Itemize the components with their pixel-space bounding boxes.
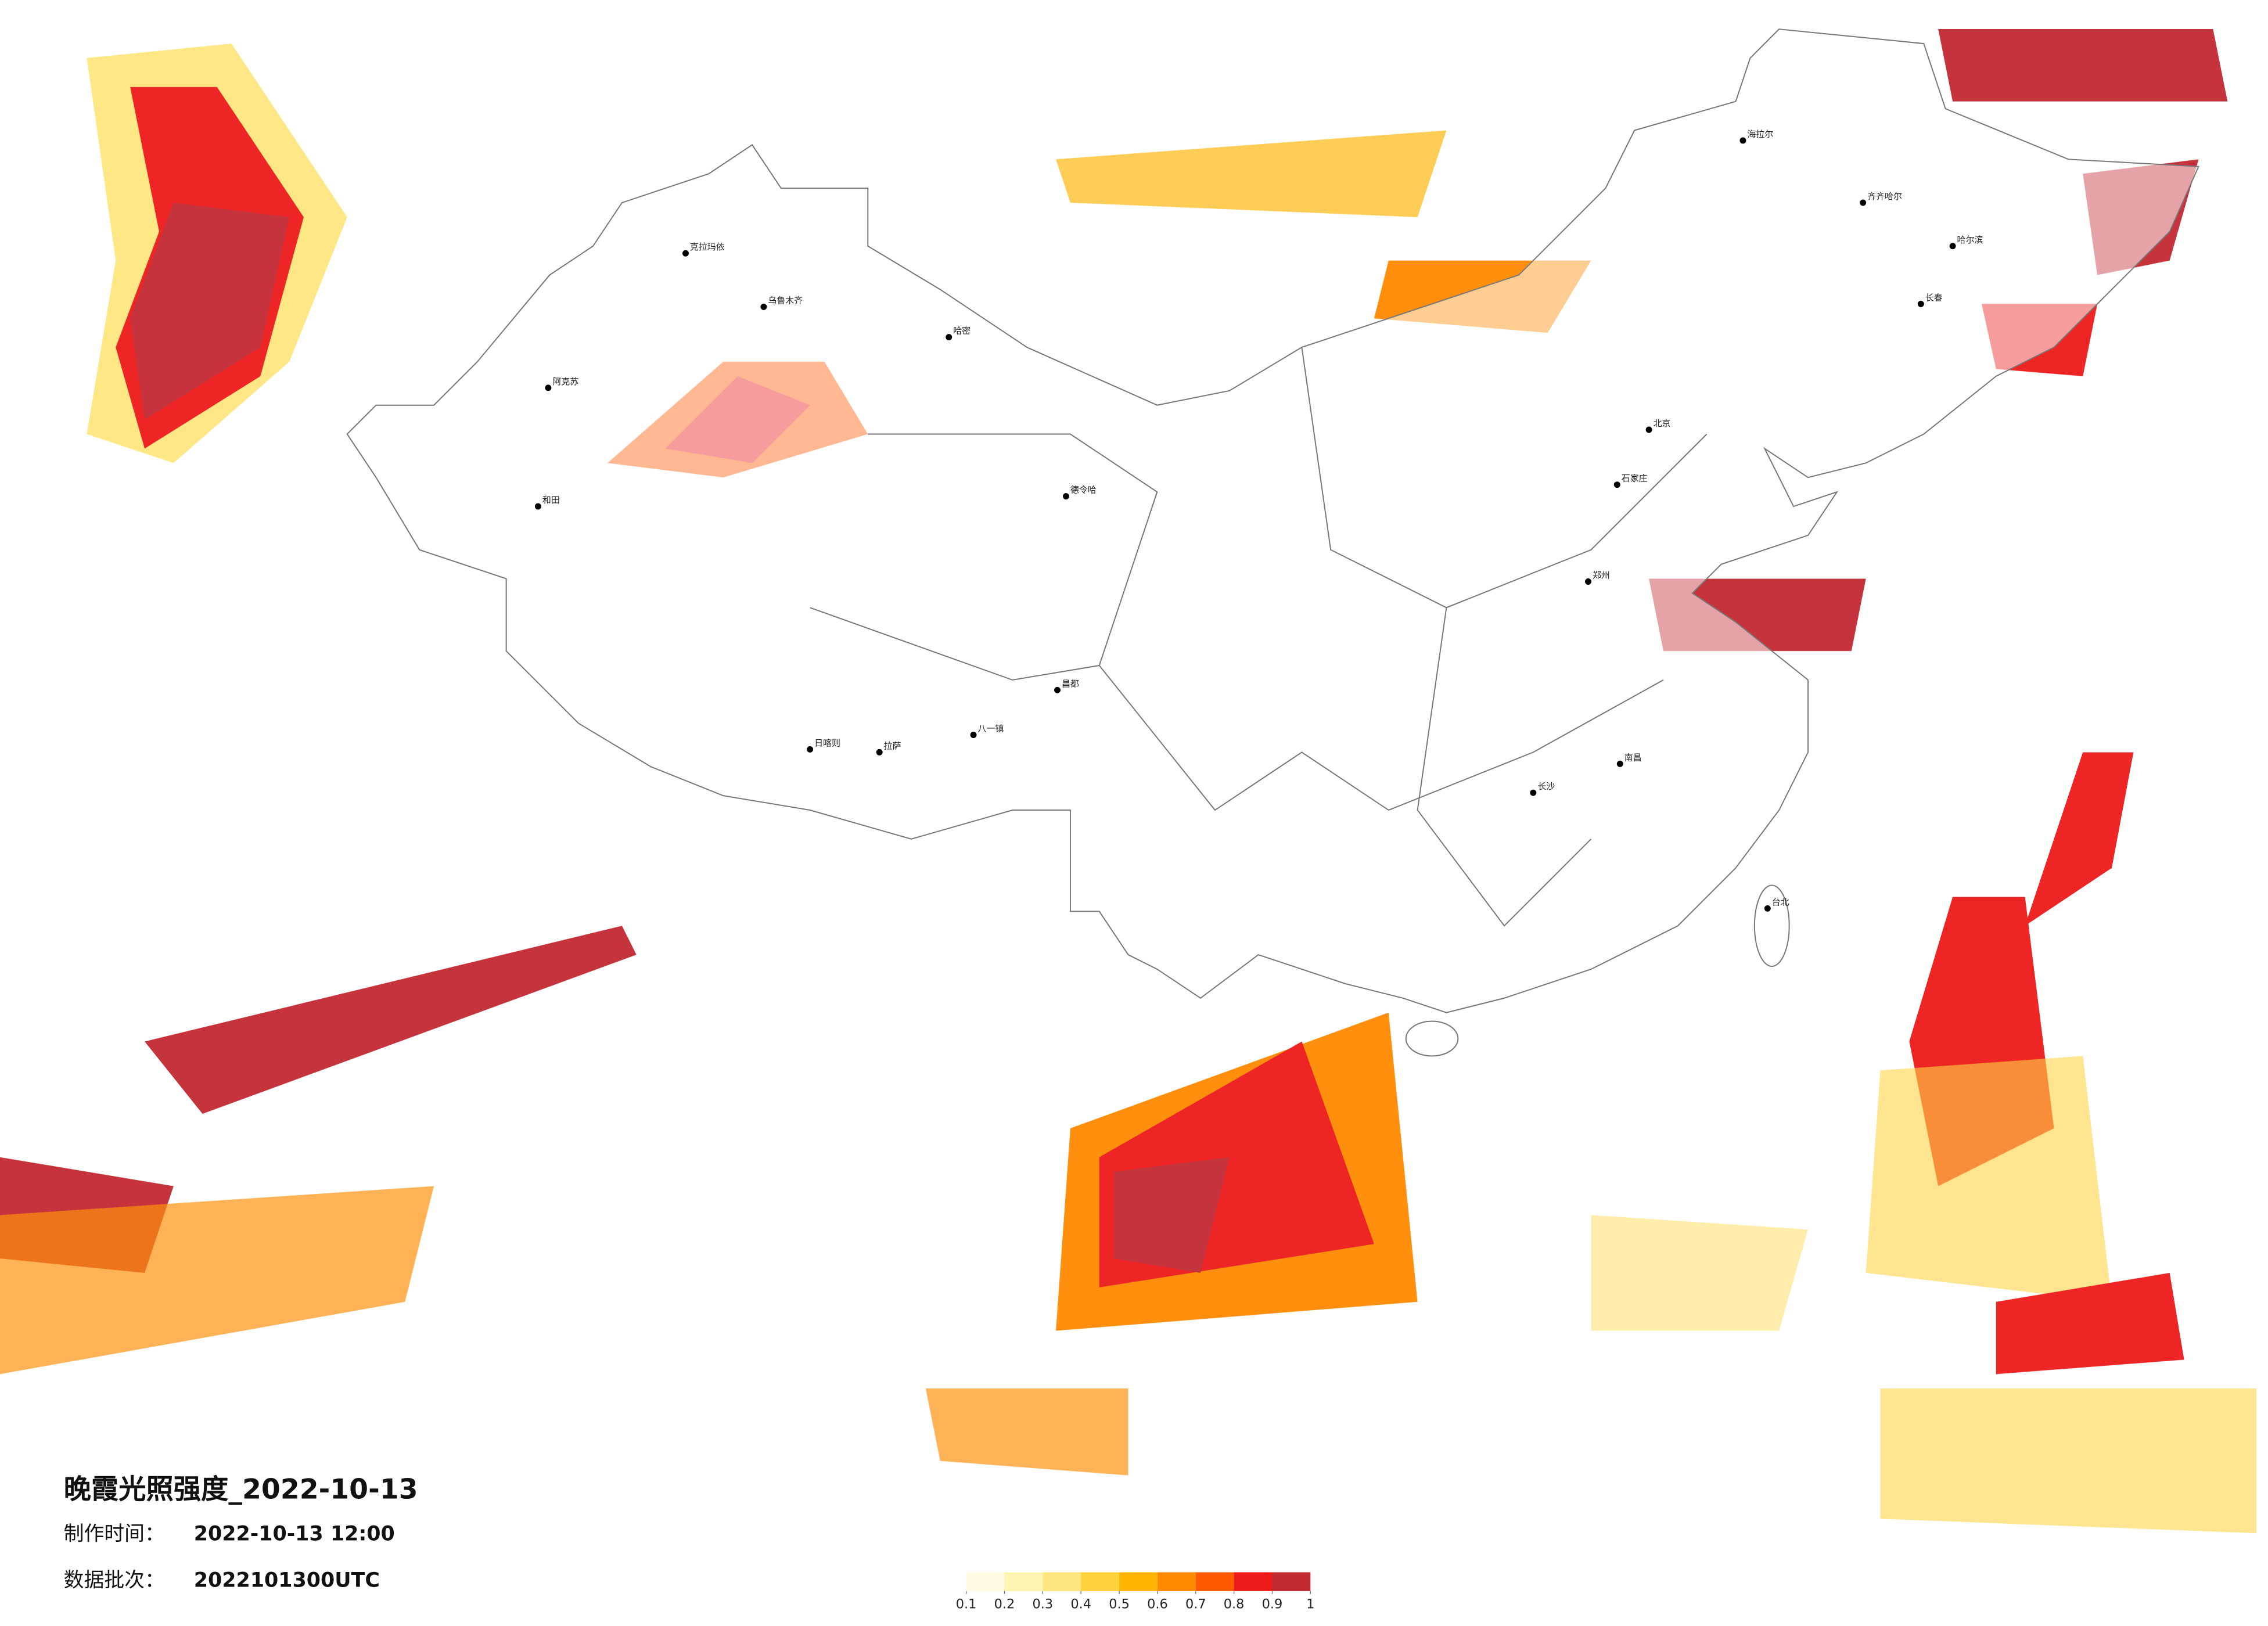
city-dot: [1949, 243, 1956, 250]
city-label: 乌鲁木齐: [768, 295, 803, 305]
city-label: 郑州: [1593, 570, 1610, 581]
city-label: 台北: [1772, 897, 1789, 907]
colorbar-bin: [1043, 1572, 1081, 1591]
colorbar-tick-label: 0.4: [1070, 1597, 1091, 1612]
city-label: 拉萨: [884, 740, 901, 751]
colorbar-tick-label: 0.2: [994, 1597, 1015, 1612]
city-dot: [1613, 481, 1620, 488]
city-label: 克拉玛依: [690, 242, 725, 252]
city-label: 海拉尔: [1747, 129, 1773, 139]
made-time-label: 制作时间：: [64, 1523, 165, 1546]
city-dot: [760, 303, 767, 310]
city-dot: [970, 732, 977, 738]
city-dot: [1616, 760, 1623, 767]
city-label: 齐齐哈尔: [1867, 191, 1902, 202]
colorbar-tick-label: 0.6: [1147, 1597, 1168, 1612]
colorbar-tick-label: 0.7: [1185, 1597, 1206, 1612]
city-dot: [1764, 905, 1771, 912]
colorbar-tick-label: 0.1: [956, 1597, 977, 1612]
map-title: 晚霞光照强度_2022-10-13: [64, 1473, 418, 1505]
colorbar-bin: [1081, 1572, 1120, 1591]
city-label: 和田: [542, 495, 560, 505]
city-dot: [545, 384, 552, 391]
province-line: [1417, 607, 1592, 927]
city-label: 日喀则: [814, 738, 840, 748]
city-dot: [807, 746, 814, 753]
city-dot: [876, 749, 883, 756]
city-dot: [946, 334, 953, 341]
city-dot: [1739, 137, 1746, 144]
city-dot: [1917, 300, 1924, 307]
colorbar-bin: [1272, 1572, 1311, 1591]
colorbar-bin: [966, 1572, 1005, 1591]
city-label: 长春: [1925, 292, 1943, 303]
made-time-value: 2022-10-13 12:00: [194, 1523, 395, 1546]
city-dot: [1585, 578, 1591, 585]
colorbar-tick-label: 1: [1306, 1597, 1314, 1612]
country-outline: [346, 28, 2199, 1013]
colorbar-tick-label: 0.3: [1033, 1597, 1054, 1612]
city-dot: [1054, 686, 1061, 693]
city-label: 南昌: [1624, 752, 1642, 762]
city-dot: [682, 250, 689, 257]
colorbar-tick-label: 0.9: [1262, 1597, 1283, 1612]
city-label: 昌都: [1062, 678, 1079, 689]
city-label: 哈尔滨: [1957, 235, 1983, 245]
city-dot: [1530, 789, 1537, 796]
city-label: 阿克苏: [552, 376, 578, 387]
city-dot: [1062, 493, 1069, 500]
colorbar: 0.1 0.2 0.3 0.4 0.5 0.6 0.7 0.8 0.9 1: [956, 1572, 1314, 1612]
batch-value: 2022101300UTC: [194, 1569, 380, 1592]
colorbar-bin: [1195, 1572, 1234, 1591]
colorbar-bin: [1234, 1572, 1273, 1591]
city-dot: [534, 503, 541, 510]
hainan: [1405, 1020, 1459, 1057]
city-label: 北京: [1654, 418, 1671, 429]
province-line: [1098, 665, 1664, 811]
city-label: 石家庄: [1622, 473, 1648, 484]
city-dot: [1645, 426, 1652, 433]
taiwan: [1753, 884, 1790, 967]
city-label: 八一镇: [978, 724, 1004, 734]
colorbar-bin: [1157, 1572, 1196, 1591]
colorbar-bin: [1119, 1572, 1158, 1591]
legend-text: 晚霞光照强度_2022-10-13 制作时间： 2022-10-13 12:00…: [64, 1473, 418, 1592]
city-label: 长沙: [1537, 781, 1555, 792]
city-label: 哈密: [953, 326, 971, 336]
colorbar-bin: [1004, 1572, 1043, 1591]
province-line: [810, 433, 1158, 681]
city-label: 德令哈: [1070, 485, 1097, 495]
colorbar-tick-label: 0.5: [1109, 1597, 1130, 1612]
colorbar-tick-label: 0.8: [1224, 1597, 1245, 1612]
city-dot: [1860, 199, 1867, 206]
boundaries: [346, 28, 2199, 1057]
batch-label: 数据批次：: [64, 1569, 165, 1592]
